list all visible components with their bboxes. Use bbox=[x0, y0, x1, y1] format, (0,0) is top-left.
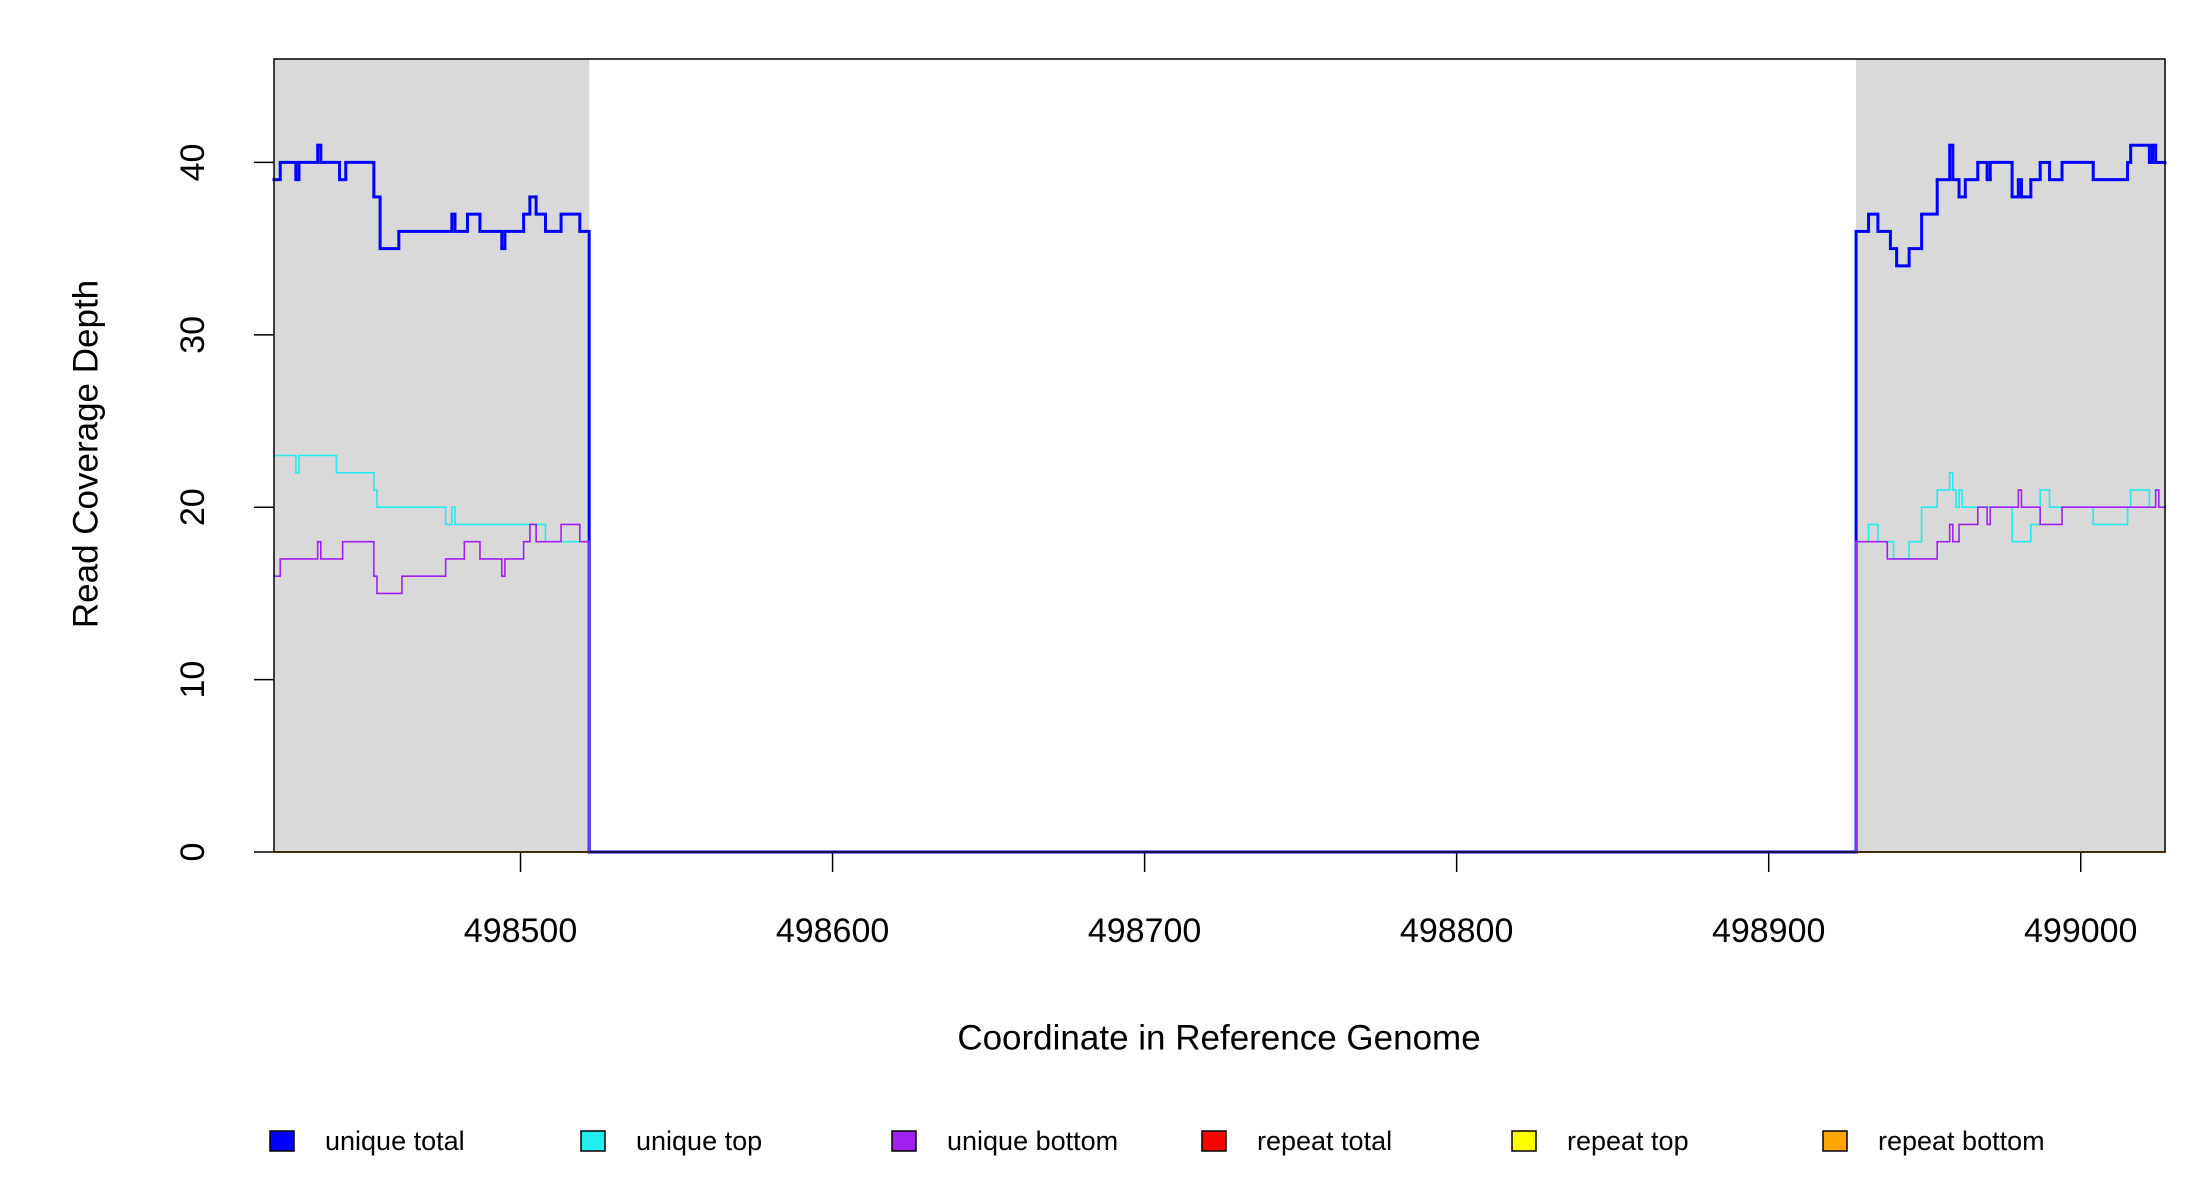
x-tick-label: 499000 bbox=[2024, 912, 2137, 950]
x-tick-label: 498800 bbox=[1400, 912, 1513, 950]
y-tick-label: 10 bbox=[174, 661, 212, 699]
legend-label: unique total bbox=[325, 1126, 465, 1156]
legend-swatch bbox=[1822, 1130, 1848, 1152]
x-tick-label: 498600 bbox=[776, 912, 889, 950]
y-axis-title: Read Coverage Depth bbox=[66, 280, 105, 628]
legend-label: repeat top bbox=[1567, 1126, 1689, 1156]
x-axis-title: Coordinate in Reference Genome bbox=[957, 1018, 1480, 1057]
legend-label: repeat bottom bbox=[1878, 1126, 2045, 1156]
legend-swatch bbox=[1511, 1130, 1537, 1152]
y-tick-label: 0 bbox=[174, 843, 212, 862]
legend-label: unique bottom bbox=[947, 1126, 1118, 1156]
x-tick-label: 498700 bbox=[1088, 912, 1201, 950]
y-tick-label: 20 bbox=[174, 488, 212, 526]
legend-swatch bbox=[580, 1130, 606, 1152]
legend-swatch bbox=[891, 1130, 917, 1152]
legend-label: repeat total bbox=[1257, 1126, 1392, 1156]
legend-swatch bbox=[269, 1130, 295, 1152]
x-tick-label: 498900 bbox=[1712, 912, 1825, 950]
plot-frame bbox=[273, 58, 2166, 853]
legend-swatch bbox=[1201, 1130, 1227, 1152]
shaded-region bbox=[1856, 59, 2165, 852]
x-tick-label: 498500 bbox=[464, 912, 577, 950]
y-tick-label: 40 bbox=[174, 144, 212, 182]
legend-label: unique top bbox=[636, 1126, 762, 1156]
y-tick-label: 30 bbox=[174, 316, 212, 354]
